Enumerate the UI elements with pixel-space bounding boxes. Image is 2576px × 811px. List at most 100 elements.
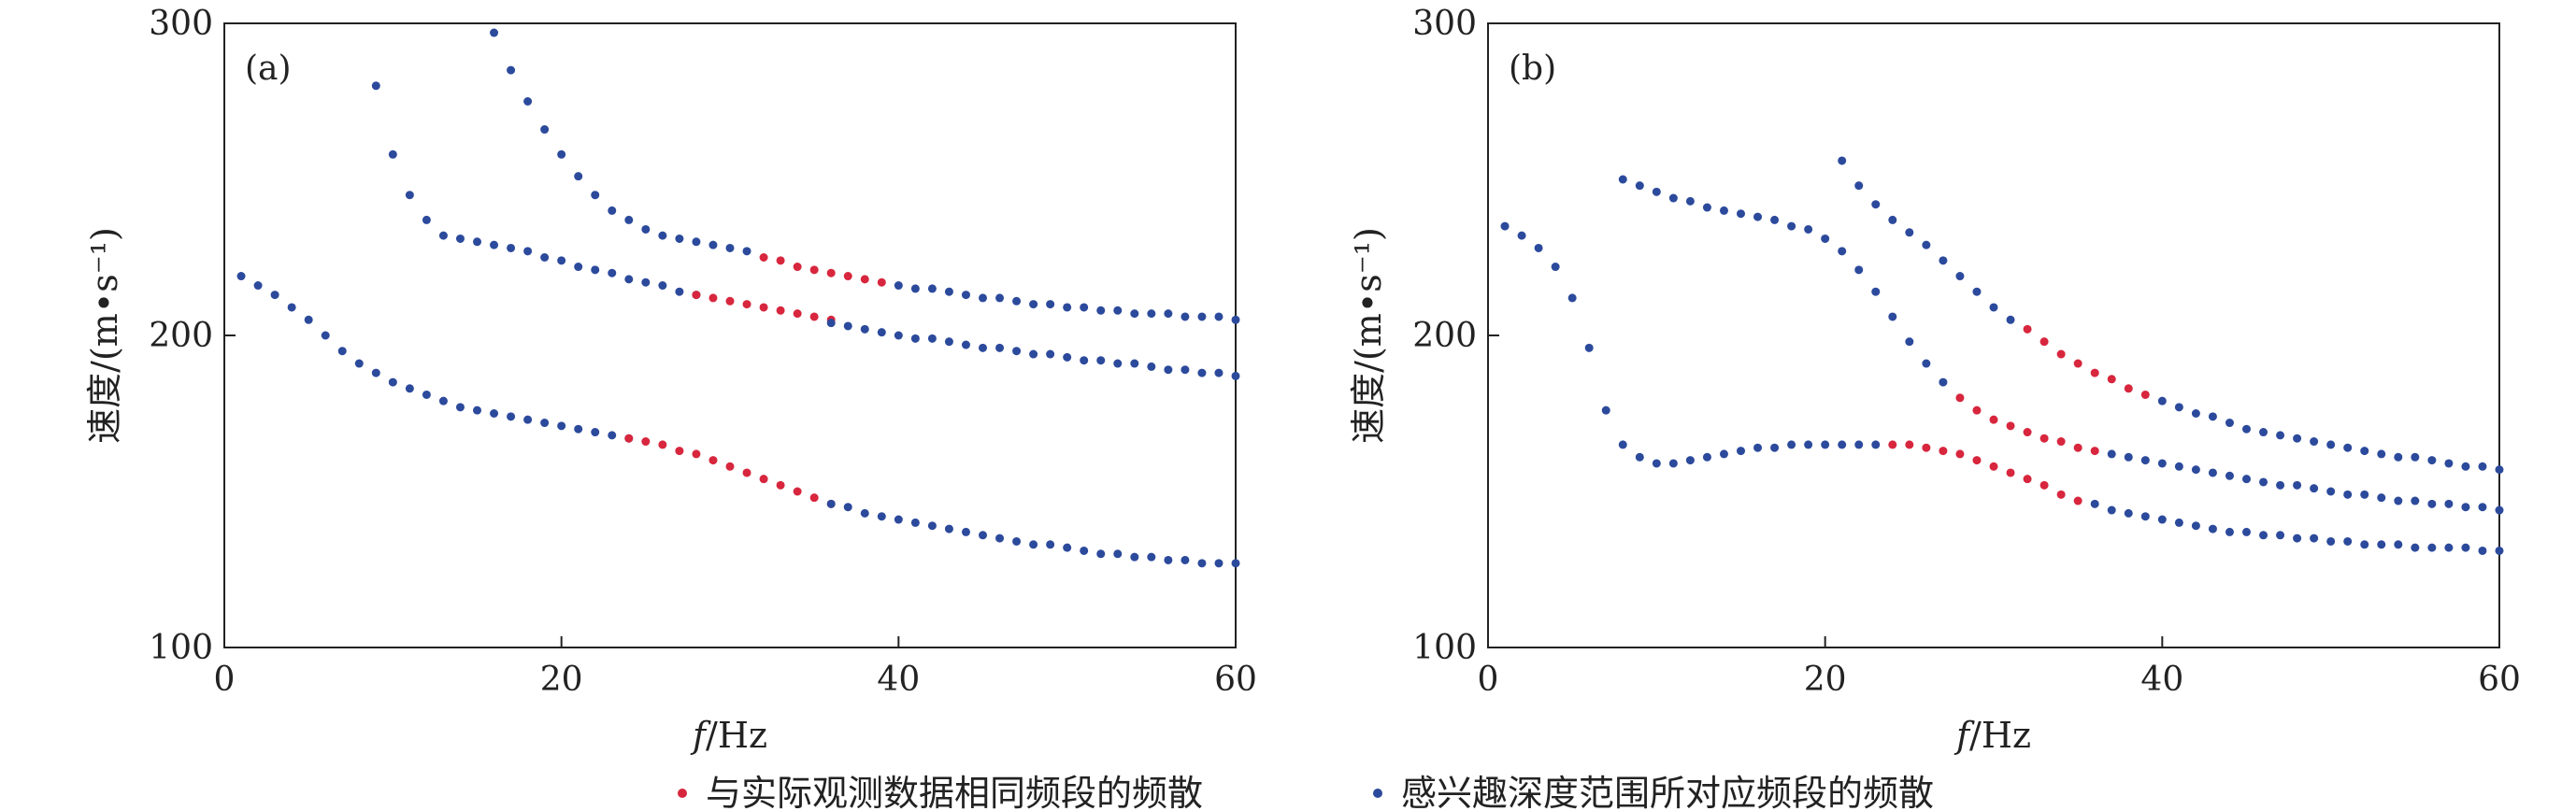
data-point-blue xyxy=(2107,449,2116,459)
data-point-red xyxy=(2056,349,2066,359)
data-point-blue xyxy=(961,527,970,536)
data-point-blue xyxy=(1096,356,1106,365)
data-point-blue xyxy=(742,247,751,256)
data-point-blue xyxy=(1029,540,1038,549)
data-point-blue xyxy=(405,191,414,200)
data-point-red xyxy=(2073,496,2082,505)
data-point-blue xyxy=(1955,272,1965,281)
data-point-blue xyxy=(1668,193,1678,203)
x-axis-label: f/Hz xyxy=(690,715,767,756)
data-point-red xyxy=(877,277,886,287)
data-point-blue xyxy=(2411,496,2420,505)
data-point-blue xyxy=(1567,293,1577,303)
data-point-blue xyxy=(1770,215,1780,224)
data-point-blue xyxy=(877,328,886,337)
data-point-red xyxy=(1939,447,1948,456)
data-point-blue xyxy=(826,319,836,328)
panel-label: (a) xyxy=(245,50,292,88)
data-point-blue xyxy=(1080,356,1089,365)
data-point-blue xyxy=(2377,493,2386,503)
data-point-blue xyxy=(371,81,380,91)
data-point-red xyxy=(1955,393,1965,403)
data-point-blue xyxy=(1838,247,1847,256)
data-point-red xyxy=(1922,443,1931,452)
data-point-red xyxy=(1989,462,1998,471)
data-point-red xyxy=(2039,480,2049,490)
data-point-red xyxy=(1888,440,1897,449)
data-point-blue xyxy=(624,215,634,224)
data-point-blue xyxy=(1113,306,1123,315)
data-point-blue xyxy=(371,368,380,377)
data-point-blue xyxy=(253,281,263,291)
data-point-blue xyxy=(304,315,313,324)
data-point-blue xyxy=(658,281,667,291)
data-point-red xyxy=(776,480,785,490)
data-point-blue xyxy=(910,334,920,343)
data-point-blue xyxy=(490,28,499,37)
data-point-blue xyxy=(1063,352,1072,362)
data-point-blue xyxy=(2377,540,2386,549)
data-point-blue xyxy=(1584,343,1594,352)
data-point-blue xyxy=(507,65,516,75)
data-point-blue xyxy=(557,149,566,159)
data-point-blue xyxy=(1197,559,1207,568)
data-point-blue xyxy=(1113,359,1123,368)
data-point-blue xyxy=(1770,443,1780,452)
data-point-blue xyxy=(2343,536,2353,546)
data-point-red xyxy=(2090,447,2099,456)
data-point-blue xyxy=(1635,181,1644,191)
data-point-red xyxy=(860,275,869,284)
x-tick-label: 40 xyxy=(2140,661,2183,699)
data-point-blue xyxy=(1685,456,1695,465)
axis-ticks: 0 20 40 60 100 200 300 xyxy=(149,5,1257,699)
data-point-blue xyxy=(337,347,347,356)
data-point-blue xyxy=(2140,512,2150,521)
data-point-blue xyxy=(591,428,600,437)
data-point-blue xyxy=(1046,300,1055,309)
data-point-blue xyxy=(557,256,566,265)
axis-ticks: 0 20 40 60 100 200 300 xyxy=(1412,5,2521,699)
data-point-blue xyxy=(843,321,852,331)
y-tick-label: 100 xyxy=(149,629,213,667)
data-point-blue xyxy=(591,191,600,200)
data-point-blue xyxy=(725,243,735,252)
data-point-blue xyxy=(692,237,701,247)
data-point-blue xyxy=(1181,312,1190,321)
data-point-blue xyxy=(708,240,718,249)
data-point-blue xyxy=(2157,396,2167,406)
data-point-blue xyxy=(1096,549,1106,559)
data-point-blue xyxy=(2174,462,2183,471)
data-point-red xyxy=(742,300,751,309)
data-point-blue xyxy=(574,424,583,434)
data-point-blue xyxy=(405,384,414,393)
data-point-blue xyxy=(1164,309,1173,319)
data-point-blue xyxy=(236,272,246,281)
data-point-blue xyxy=(2360,490,2369,499)
data-point-red xyxy=(2023,324,2032,334)
data-point-blue xyxy=(1046,349,1055,359)
data-point-blue xyxy=(557,421,566,431)
x-axis-label: f/Hz xyxy=(1953,715,2031,756)
data-point-blue xyxy=(894,515,903,524)
data-point-blue xyxy=(2225,471,2234,480)
data-point-blue xyxy=(1618,175,1627,184)
data-point-blue xyxy=(2242,424,2251,434)
data-point-blue xyxy=(1113,549,1123,559)
data-point-blue xyxy=(1012,296,1022,306)
data-point-blue xyxy=(1838,156,1847,165)
data-point-blue xyxy=(422,390,431,399)
data-point-red xyxy=(708,293,718,303)
data-point-blue xyxy=(473,237,481,247)
data-point-blue xyxy=(2495,465,2504,475)
legend-label-blue: 感兴趣深度范围所对应频段的频散 xyxy=(1401,773,1934,811)
data-point-blue xyxy=(910,518,920,527)
data-point-blue xyxy=(2478,503,2487,512)
data-point-blue xyxy=(1854,265,1864,275)
data-point-red xyxy=(793,309,802,319)
data-point-blue xyxy=(927,521,937,531)
data-point-blue xyxy=(1164,555,1173,564)
data-point-blue xyxy=(2174,403,2183,412)
y-axis-label: 速度/(m•s⁻¹) xyxy=(84,227,125,444)
data-point-red xyxy=(843,272,852,281)
data-point-blue xyxy=(2461,503,2470,512)
